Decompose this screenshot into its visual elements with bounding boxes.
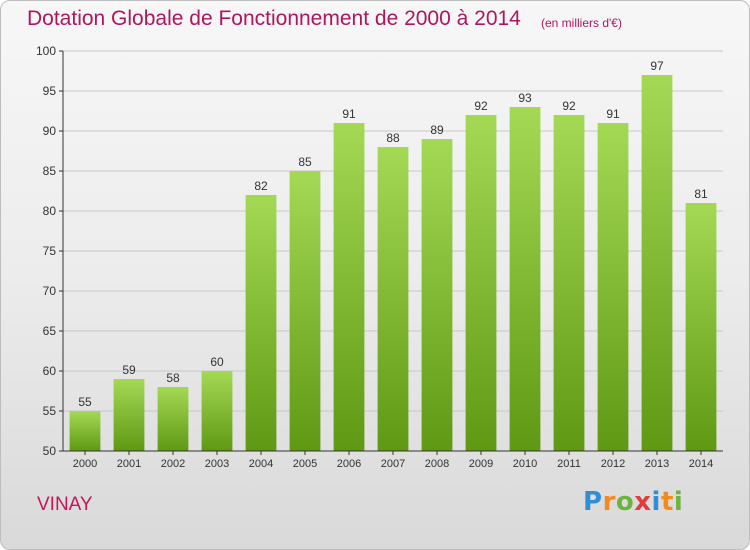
logo-letter: o	[615, 487, 635, 517]
x-tick-label: 2000	[73, 458, 97, 470]
y-tick-label: 70	[43, 284, 57, 298]
proxiti-logo: Proxiti	[583, 487, 683, 517]
y-tick-label: 55	[43, 404, 57, 418]
data-label: 92	[562, 99, 576, 113]
data-label: 85	[298, 155, 312, 169]
x-tick-label: 2003	[205, 458, 229, 470]
bar	[113, 379, 145, 451]
logo-letter: i	[651, 487, 661, 517]
bar	[245, 195, 277, 451]
x-tick-label: 2001	[117, 458, 141, 470]
data-label: 59	[122, 363, 136, 377]
logo-letter: r	[602, 487, 616, 517]
y-tick-label: 90	[43, 124, 57, 138]
data-label: 93	[518, 91, 532, 105]
y-tick-label: 50	[43, 444, 57, 458]
x-tick-label: 2007	[381, 458, 405, 470]
data-label: 89	[430, 123, 444, 137]
x-tick-label: 2005	[293, 458, 317, 470]
data-label: 81	[694, 187, 708, 201]
bar	[553, 115, 585, 451]
data-label: 58	[166, 371, 180, 385]
bar	[333, 123, 365, 451]
y-tick-label: 65	[43, 324, 57, 338]
bar	[377, 147, 409, 451]
data-label: 88	[386, 131, 400, 145]
x-tick-label: 2008	[425, 458, 449, 470]
y-tick-label: 80	[43, 204, 57, 218]
logo-letter: x	[634, 487, 652, 517]
logo-letter: P	[583, 487, 603, 517]
x-tick-label: 2014	[689, 458, 713, 470]
bar	[69, 411, 101, 451]
bar	[465, 115, 497, 451]
y-tick-label: 95	[43, 84, 57, 98]
bar	[597, 123, 629, 451]
x-tick-label: 2006	[337, 458, 361, 470]
bar	[685, 203, 717, 451]
data-label: 97	[650, 59, 664, 73]
data-label: 91	[606, 107, 620, 121]
chart-subtitle: (en milliers d'€)	[541, 16, 622, 30]
x-tick-label: 2011	[557, 458, 581, 470]
bar	[289, 171, 321, 451]
x-tick-label: 2010	[513, 458, 537, 470]
data-label: 82	[254, 179, 268, 193]
y-tick-label: 60	[43, 364, 57, 378]
data-label: 91	[342, 107, 356, 121]
chart-title: Dotation Globale de Fonctionnement de 20…	[27, 7, 521, 30]
y-tick-label: 85	[43, 164, 57, 178]
commune-name: VINAY	[37, 494, 93, 515]
x-tick-label: 2004	[249, 458, 273, 470]
x-tick-label: 2002	[161, 458, 185, 470]
data-label: 55	[78, 395, 92, 409]
bar	[201, 371, 233, 451]
bar	[509, 107, 541, 451]
bar	[641, 75, 673, 451]
logo-letter: i	[673, 487, 684, 517]
y-tick-label: 75	[43, 244, 57, 258]
bar	[421, 139, 453, 451]
logo-letter: t	[660, 487, 674, 517]
x-tick-label: 2009	[469, 458, 493, 470]
data-label: 60	[210, 355, 224, 369]
data-label: 92	[474, 99, 488, 113]
y-tick-label: 100	[36, 44, 56, 58]
bar	[157, 387, 189, 451]
x-tick-label: 2012	[601, 458, 625, 470]
x-tick-label: 2013	[645, 458, 669, 470]
